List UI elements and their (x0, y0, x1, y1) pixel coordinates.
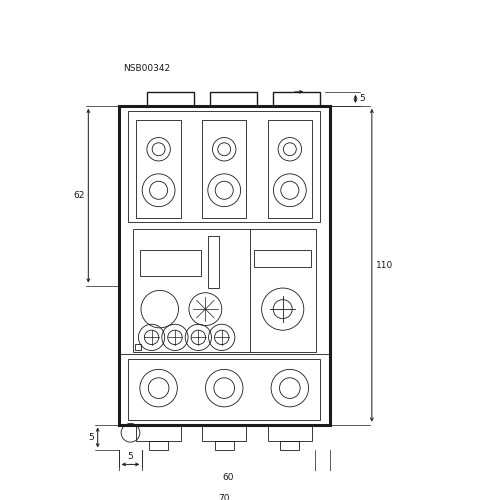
Bar (202, 120, 246, 218)
Bar (268, 120, 312, 218)
Bar (147, 92, 194, 106)
Bar (128, 110, 320, 222)
Bar (208, 236, 220, 288)
Text: NSB00342: NSB00342 (124, 64, 170, 73)
Bar (140, 250, 200, 276)
Text: 5: 5 (359, 94, 365, 104)
Bar (280, 441, 299, 450)
Bar (254, 250, 311, 267)
Bar (136, 120, 181, 218)
Bar (128, 359, 320, 420)
Text: 62: 62 (73, 191, 85, 200)
Text: 5: 5 (88, 433, 94, 442)
Text: 70: 70 (218, 494, 230, 500)
Text: 60: 60 (222, 472, 234, 482)
Bar (149, 441, 168, 450)
Text: 5: 5 (128, 452, 134, 460)
Bar (133, 230, 316, 352)
Bar (215, 441, 234, 450)
Bar (274, 92, 320, 106)
Bar (135, 344, 141, 350)
Bar (136, 424, 181, 441)
Bar (210, 92, 257, 106)
Bar (268, 424, 312, 441)
Text: 110: 110 (376, 260, 393, 270)
Bar (202, 424, 246, 441)
